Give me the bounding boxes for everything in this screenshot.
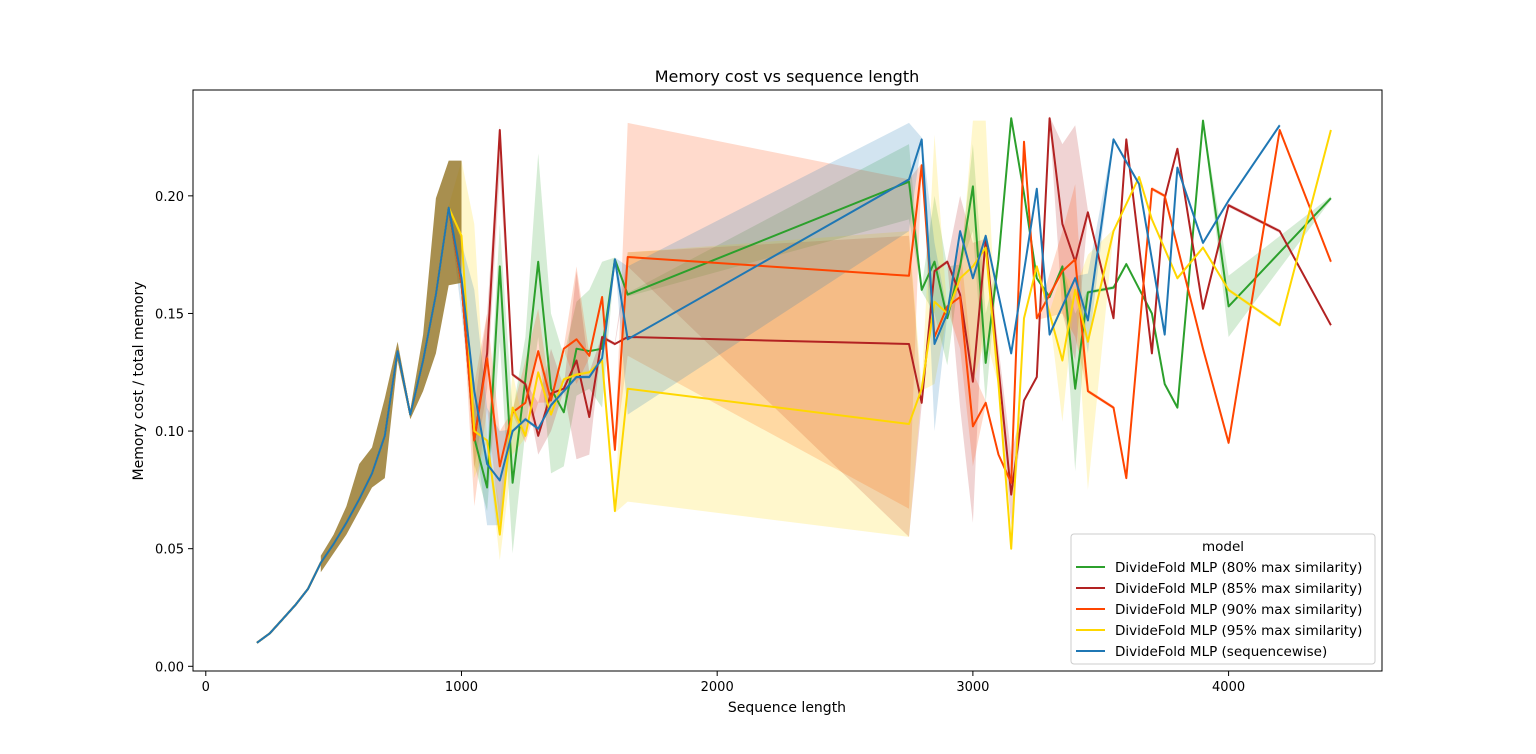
y-axis-label: Memory cost / total memory (131, 281, 147, 480)
legend-label: DivideFold MLP (95% max similarity) (1115, 623, 1362, 639)
band-dividefold-mlp-90-max-similarity (423, 122, 1331, 526)
x-tick-label: 2000 (701, 680, 734, 695)
x-tick-label: 3000 (956, 680, 989, 695)
x-axis-label: Sequence length (728, 700, 846, 716)
y-axis: 0.00 0.05 0.10 0.15 0.20 (155, 190, 193, 675)
legend-title: model (1202, 539, 1244, 555)
legend: model DivideFold MLP (80% max similarity… (1070, 533, 1376, 665)
legend-label: DivideFold MLP (sequencewise) (1115, 644, 1327, 660)
x-tick-label: 0 (202, 680, 210, 695)
x-tick-label: 1000 (445, 680, 478, 695)
legend-box (1070, 533, 1376, 665)
line-dividefold-mlp-sequencewise (256, 124, 1281, 644)
y-tick-label: 0.15 (155, 307, 184, 322)
legend-label: DivideFold MLP (80% max similarity) (1115, 560, 1362, 576)
y-tick-label: 0.05 (155, 543, 184, 558)
band-shared-early (320, 160, 462, 573)
series-lines (256, 117, 1332, 644)
band-dividefold-mlp-95-max-similarity (423, 120, 1331, 561)
y-tick-label: 0.00 (155, 660, 184, 675)
x-axis: 0 1000 2000 3000 4000 (202, 671, 1245, 695)
chart-title: Memory cost vs sequence length (655, 67, 920, 86)
y-tick-label: 0.10 (155, 425, 184, 440)
band-dividefold-mlp-85-max-similarity (423, 116, 1331, 537)
plot-frame (192, 89, 1383, 672)
legend-label: DivideFold MLP (90% max similarity) (1115, 602, 1362, 618)
y-tick-label: 0.20 (155, 190, 184, 205)
x-tick-label: 4000 (1212, 680, 1245, 695)
band-dividefold-mlp-sequencewise (423, 122, 1280, 526)
legend-label: DivideFold MLP (85% max similarity) (1115, 581, 1362, 597)
